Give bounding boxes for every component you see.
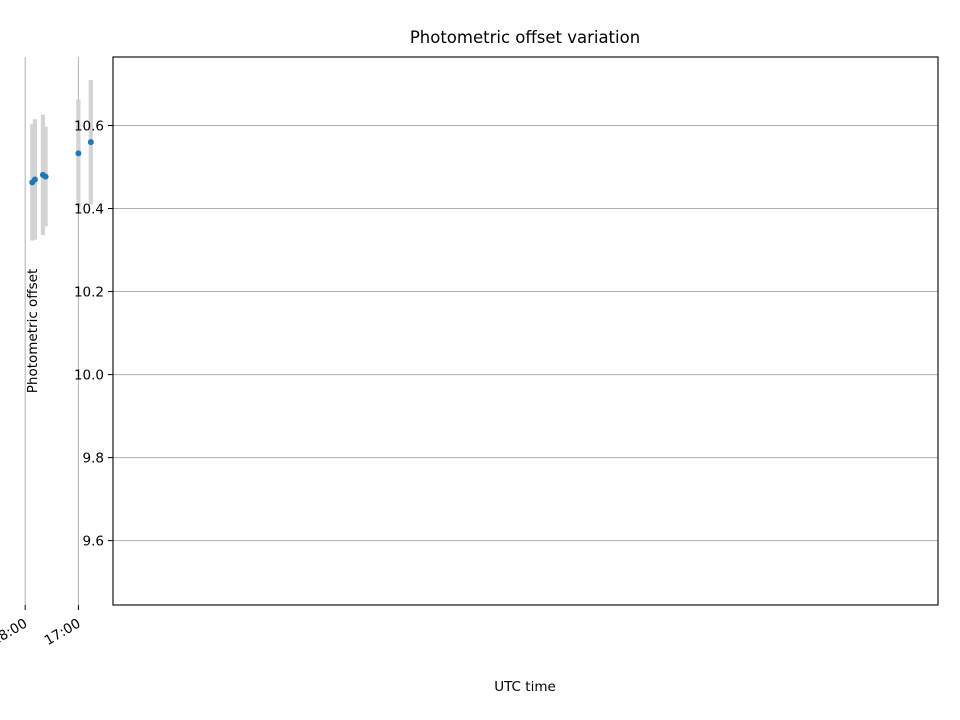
y-tick-label: 10.0 bbox=[74, 368, 104, 384]
y-tick-label: 10.6 bbox=[74, 119, 104, 135]
x-tick-label: 18:00 bbox=[0, 616, 30, 649]
x-axis-label: UTC time bbox=[494, 679, 556, 695]
grid-lines bbox=[24, 57, 938, 605]
y-tick-label: 9.8 bbox=[83, 451, 104, 467]
y-axis-label: Photometric offset bbox=[25, 269, 41, 393]
y-tick-label: 10.4 bbox=[74, 202, 104, 218]
data-point bbox=[75, 150, 82, 157]
data-point bbox=[29, 179, 36, 186]
data-point bbox=[39, 171, 46, 178]
y-tick-label: 9.6 bbox=[83, 534, 104, 550]
axis-ticks: 17:0018:0019:0020:0021:0022:0023:0000:00… bbox=[0, 119, 113, 649]
data-point bbox=[87, 139, 94, 146]
y-tick-label: 10.2 bbox=[74, 285, 104, 301]
x-tick-label: 17:00 bbox=[42, 616, 84, 649]
plot-frame bbox=[112, 56, 939, 606]
data-points bbox=[29, 139, 94, 186]
chart-title: Photometric offset variation bbox=[410, 28, 640, 47]
